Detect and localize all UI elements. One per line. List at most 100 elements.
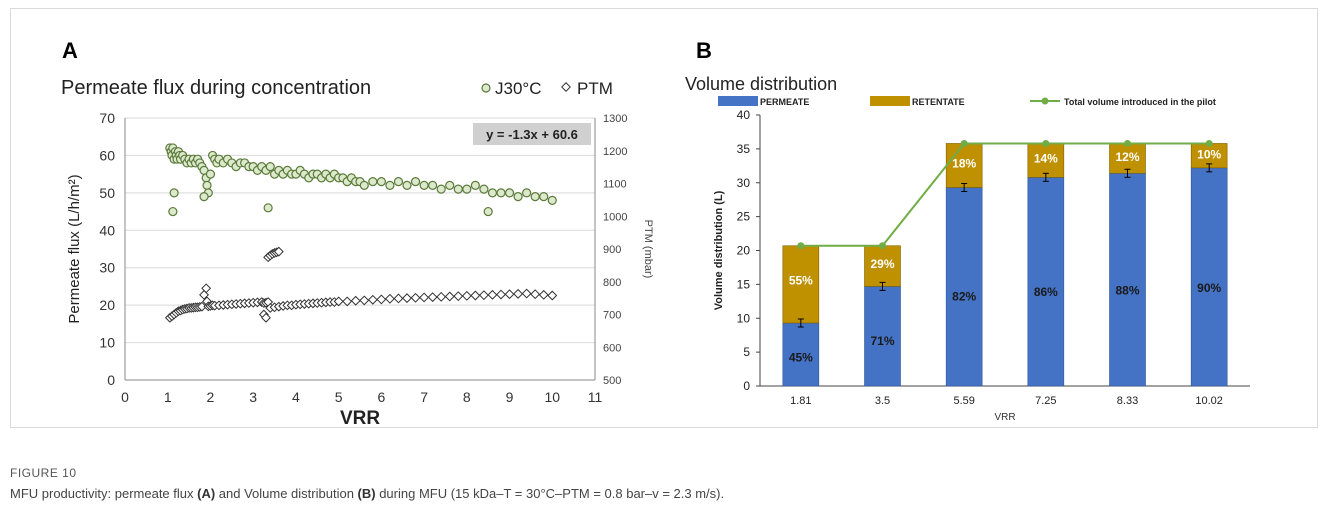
- j30-point: [504, 188, 515, 198]
- ptm-point: [333, 296, 344, 307]
- legend-label-total: Total volume introduced in the pilot: [1064, 97, 1216, 107]
- ptm-point: [427, 292, 438, 303]
- permeate-pct-label: 86%: [1034, 285, 1058, 299]
- y-tick-label: 20: [737, 244, 751, 258]
- x-axis-title: VRR: [994, 412, 1015, 423]
- x-tick-label: 8.33: [1117, 395, 1138, 407]
- total-volume-point: [797, 242, 805, 250]
- caption-suffix: during MFU (15 kDa–T = 30°C–PTM = 0.8 ba…: [375, 486, 725, 501]
- permeate-flux-chart: Permeate flux during concentration J30°C P…: [61, 77, 654, 429]
- ptm-point: [487, 289, 498, 300]
- j30-point: [483, 206, 493, 217]
- j30-point: [402, 180, 412, 190]
- x-tick-label: 2: [207, 389, 215, 405]
- retentate-pct-label: 55%: [789, 274, 813, 288]
- retentate-pct-label: 12%: [1115, 150, 1139, 164]
- legend-marker-ptm: [561, 82, 571, 92]
- figure-label: FIGURE 10: [10, 466, 77, 480]
- panel-b-letter: B: [696, 38, 712, 63]
- x-tick-label: 10.02: [1195, 395, 1223, 407]
- ptm-point: [367, 294, 378, 305]
- ptm-point: [273, 246, 284, 257]
- legend-label-j30: J30°C: [495, 79, 541, 98]
- j30-point: [547, 195, 557, 205]
- ptm-point: [402, 293, 412, 304]
- j30-point: [169, 188, 179, 198]
- y-tick-label: 70: [99, 110, 115, 126]
- j30-point: [428, 180, 438, 190]
- bar-permeate: [945, 187, 983, 387]
- legend-swatch-permeate: [718, 96, 758, 106]
- ptm-point: [461, 290, 472, 301]
- caption-bold-a: (A): [197, 486, 216, 501]
- ptm-point: [470, 290, 481, 301]
- y2-tick-label: 600: [603, 342, 621, 354]
- y2-tick-label: 1100: [603, 179, 627, 191]
- x-tick-label: 8: [463, 389, 471, 405]
- ptm-point: [419, 292, 430, 303]
- j30-point: [419, 180, 429, 190]
- j30-point: [393, 177, 404, 187]
- chart-a-title: Permeate flux during concentration: [61, 77, 371, 99]
- ptm-point: [530, 289, 541, 300]
- ptm-point: [444, 291, 455, 302]
- total-volume-point: [879, 242, 886, 250]
- ptm-point: [453, 291, 464, 302]
- ptm-point: [393, 293, 404, 304]
- total-volume-point: [1205, 139, 1213, 147]
- j30-point: [462, 184, 472, 194]
- bar-retentate: [864, 245, 901, 287]
- j30-point: [513, 191, 523, 202]
- retentate-pct-label: 18%: [952, 156, 976, 170]
- x-tick-label: 3.5: [875, 395, 890, 407]
- x-tick-label: 9: [506, 389, 514, 405]
- panel-a-letter: A: [62, 38, 78, 63]
- ptm-point: [410, 292, 421, 303]
- y-tick-label: 10: [99, 335, 115, 351]
- y-tick-label: 0: [743, 379, 750, 393]
- y-tick-label: 30: [737, 176, 751, 190]
- j30-point: [168, 206, 178, 217]
- ptm-point: [376, 294, 387, 305]
- ptm-point: [359, 295, 370, 306]
- permeate-pct-label: 90%: [1197, 281, 1221, 295]
- j30-point: [410, 177, 421, 187]
- bar-permeate: [1109, 172, 1146, 387]
- legend-marker-j30: [481, 83, 491, 93]
- j30-point: [376, 177, 386, 187]
- ptm-point: [504, 289, 515, 300]
- ptm-point: [547, 290, 558, 301]
- x-tick-label: 6: [377, 389, 385, 405]
- permeate-pct-label: 45%: [789, 351, 813, 365]
- j30-point: [263, 203, 273, 213]
- y2-tick-label: 1200: [603, 146, 627, 158]
- y2-tick-label: 800: [603, 277, 621, 289]
- chart-b-title: Volume distribution: [685, 74, 837, 94]
- ptm-point: [521, 288, 532, 299]
- j30-point: [199, 191, 209, 202]
- bar-retentate: [1027, 143, 1065, 178]
- bar-permeate: [1027, 177, 1065, 387]
- j30-point: [202, 180, 212, 190]
- figure-panel: [10, 8, 1318, 428]
- j30-point: [205, 169, 216, 179]
- retentate-pct-label: 29%: [870, 257, 894, 271]
- legend-label-ptm: PTM: [577, 79, 613, 98]
- x-tick-label: 7.25: [1035, 395, 1056, 407]
- j30-point: [265, 162, 275, 172]
- retentate-pct-label: 10%: [1197, 147, 1221, 161]
- j30-point: [487, 188, 498, 198]
- ptm-point: [496, 289, 506, 300]
- ptm-point: [350, 295, 361, 306]
- x-axis-title: VRR: [340, 408, 380, 429]
- legend-label-retentate: RETENTATE: [912, 97, 965, 107]
- total-volume-point: [960, 139, 968, 147]
- y-tick-label: 50: [99, 185, 115, 201]
- ptm-point: [538, 289, 549, 300]
- legend-swatch-retentate: [870, 96, 910, 106]
- y2-tick-label: 1000: [603, 211, 627, 223]
- j30-point: [436, 184, 446, 194]
- bar-retentate: [782, 245, 820, 324]
- caption-middle: and Volume distribution: [215, 486, 358, 501]
- y2-axis-title: PTM (mbar): [642, 220, 654, 279]
